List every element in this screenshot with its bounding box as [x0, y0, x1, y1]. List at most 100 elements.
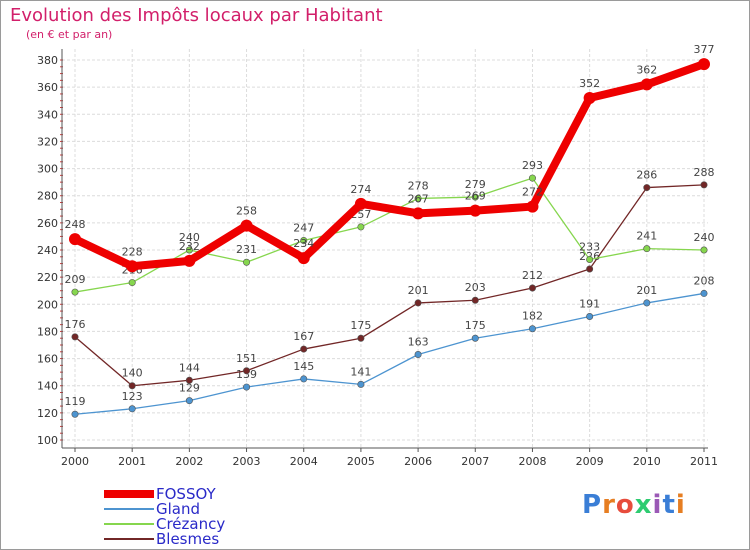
- data-point-blesmes: [643, 184, 651, 192]
- data-point-crezancy: [528, 174, 536, 182]
- brand-logo: Proxiti: [582, 490, 686, 520]
- data-point-blesmes: [471, 296, 479, 304]
- data-point-gland: [185, 397, 193, 405]
- x-tick-label: 2003: [233, 455, 261, 468]
- data-point-gland: [528, 325, 536, 333]
- data-label-gland: 129: [179, 382, 200, 395]
- data-label-gland: 201: [636, 284, 657, 297]
- data-label-gland: 182: [522, 310, 543, 323]
- data-label-fossoy: 228: [122, 245, 143, 258]
- legend-label: Blesmes: [156, 529, 220, 548]
- data-point-gland: [643, 299, 651, 307]
- data-label-fossoy: 274: [350, 183, 371, 196]
- data-point-crezancy: [586, 255, 594, 263]
- data-point-fossoy: [526, 200, 539, 213]
- series-line-crezancy: [74, 177, 705, 293]
- data-label-blesmes: 167: [293, 330, 314, 343]
- data-point-blesmes: [700, 181, 708, 189]
- legend-swatch: [104, 537, 154, 540]
- data-label-blesmes: 203: [465, 281, 486, 294]
- legend-item-gland: Gland: [104, 499, 201, 518]
- data-point-crezancy: [71, 288, 79, 296]
- data-label-gland: 145: [293, 360, 314, 373]
- data-label-blesmes: 175: [350, 319, 371, 332]
- data-label-crezancy: 240: [694, 231, 715, 244]
- y-tick-label: 200: [37, 298, 58, 311]
- data-label-fossoy: 352: [579, 77, 600, 90]
- data-label-fossoy: 258: [236, 205, 257, 218]
- x-tick-label: 2000: [61, 455, 89, 468]
- data-point-fossoy: [297, 252, 310, 265]
- series-line-blesmes: [74, 184, 705, 387]
- data-point-gland: [357, 380, 365, 388]
- legend-swatch: [104, 507, 154, 510]
- series-line-fossoy: [73, 60, 706, 271]
- y-tick-label: 160: [37, 353, 58, 366]
- data-point-gland: [300, 375, 308, 383]
- x-tick-label: 2001: [118, 455, 146, 468]
- data-label-fossoy: 267: [408, 192, 429, 205]
- data-label-fossoy: 248: [65, 218, 86, 231]
- data-point-blesmes: [414, 299, 422, 307]
- data-label-blesmes: 151: [236, 352, 257, 365]
- data-label-crezancy: 240: [179, 231, 200, 244]
- chart-subtitle: (en € et par an): [26, 28, 113, 41]
- y-tick-label: 180: [37, 325, 58, 338]
- y-tick-label: 300: [37, 163, 58, 176]
- data-point-blesmes: [586, 265, 594, 273]
- data-label-gland: 191: [579, 298, 600, 311]
- data-label-crezancy: 278: [408, 179, 429, 192]
- y-tick-label: 260: [37, 217, 58, 230]
- data-point-fossoy: [640, 78, 653, 91]
- legend-swatch: [104, 522, 154, 525]
- data-point-blesmes: [300, 345, 308, 353]
- legend-label: Crézancy: [156, 514, 226, 533]
- x-tick-label: 2005: [347, 455, 375, 468]
- y-tick-label: 320: [37, 135, 58, 148]
- data-point-crezancy: [643, 245, 651, 253]
- plot-area: [62, 49, 708, 448]
- y-tick-label: 340: [37, 108, 58, 121]
- x-tick-label: 2009: [576, 455, 604, 468]
- data-label-crezancy: 293: [522, 159, 543, 172]
- data-label-crezancy: 231: [236, 243, 257, 256]
- data-point-crezancy: [357, 223, 365, 231]
- data-point-gland: [243, 383, 251, 391]
- data-point-fossoy: [183, 254, 196, 267]
- x-tick-label: 2002: [175, 455, 203, 468]
- data-point-crezancy: [128, 279, 136, 287]
- data-label-blesmes: 140: [122, 367, 143, 380]
- data-label-crezancy: 279: [465, 178, 486, 191]
- data-label-fossoy: 362: [636, 63, 657, 76]
- data-label-blesmes: 288: [694, 166, 715, 179]
- series-line-gland: [74, 292, 705, 415]
- legend-item-fossoy: FOSSOY: [104, 484, 216, 503]
- x-tick-label: 2007: [461, 455, 489, 468]
- legend-item-crezancy: Crézancy: [104, 514, 226, 533]
- data-label-blesmes: 201: [408, 284, 429, 297]
- data-point-gland: [71, 410, 79, 418]
- data-point-fossoy: [412, 207, 425, 220]
- y-tick-label: 240: [37, 244, 58, 257]
- data-point-crezancy: [300, 237, 308, 245]
- data-point-fossoy: [126, 260, 139, 273]
- data-point-blesmes: [128, 382, 136, 390]
- data-label-blesmes: 286: [636, 169, 657, 182]
- legend-label: Gland: [156, 499, 201, 518]
- data-label-crezancy: 247: [293, 222, 314, 235]
- data-point-blesmes: [357, 334, 365, 342]
- data-label-blesmes: 212: [522, 269, 543, 282]
- data-label-fossoy: 234: [293, 237, 314, 250]
- legend-swatch: [104, 489, 154, 498]
- data-point-gland: [128, 405, 136, 413]
- chart-title: Evolution des Impôts locaux par Habitant: [10, 5, 383, 26]
- y-tick-label: 380: [37, 54, 58, 67]
- x-tick-label: 2010: [633, 455, 661, 468]
- data-point-crezancy: [414, 194, 422, 202]
- data-label-blesmes: 144: [179, 361, 200, 374]
- data-label-gland: 163: [408, 336, 429, 349]
- x-tick-label: 2004: [290, 455, 318, 468]
- data-label-crezancy: 209: [65, 273, 86, 286]
- x-tick-label: 2011: [690, 455, 718, 468]
- legend-label: FOSSOY: [156, 484, 216, 503]
